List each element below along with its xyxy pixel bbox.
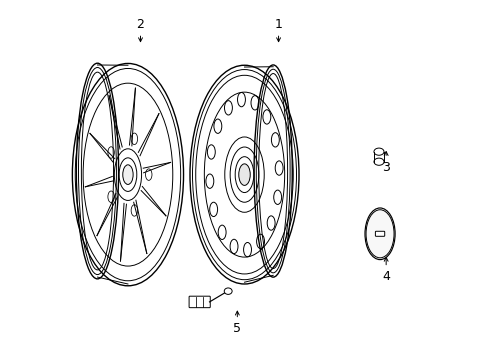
Ellipse shape (224, 288, 232, 294)
Text: 5: 5 (233, 311, 241, 335)
Ellipse shape (122, 165, 133, 184)
Ellipse shape (238, 164, 250, 185)
FancyBboxPatch shape (189, 296, 210, 308)
FancyBboxPatch shape (375, 231, 384, 236)
Text: 2: 2 (136, 18, 144, 42)
Text: 1: 1 (274, 18, 282, 42)
Ellipse shape (364, 208, 394, 260)
Text: 4: 4 (382, 257, 389, 283)
Text: 3: 3 (382, 152, 389, 174)
